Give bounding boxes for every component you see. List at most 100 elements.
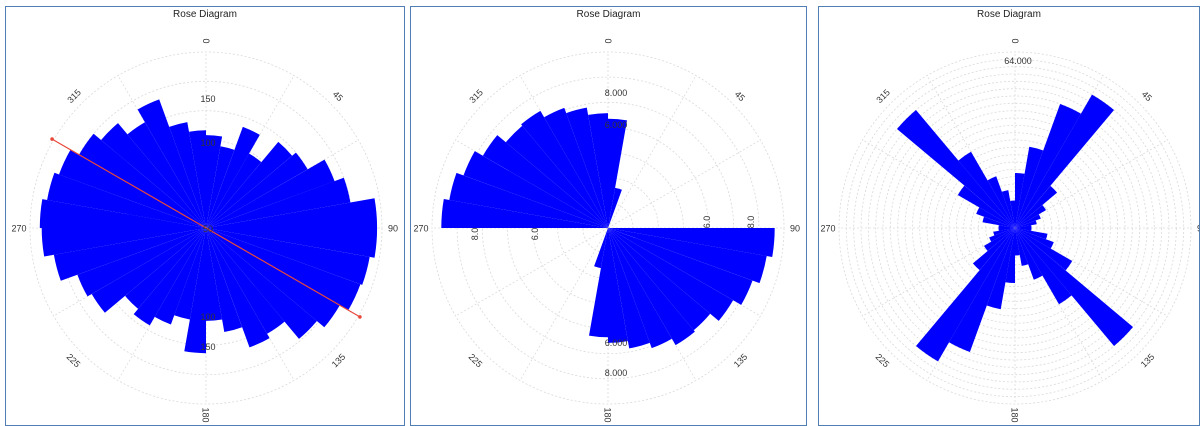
angle-label: 180 — [201, 407, 211, 422]
rose-bar — [206, 228, 270, 348]
chart-title: Rose Diagram — [173, 9, 237, 20]
rose-bar — [206, 228, 370, 285]
rose-panel-3: Rose Diagram 0 45 90 135 180 225 270 315 64.000 — [818, 6, 1200, 426]
rose-bar — [206, 198, 378, 228]
radial-tick-label: 8.000 — [605, 88, 628, 98]
rose-bar — [463, 151, 608, 228]
rose-bar — [998, 228, 1015, 231]
angle-label: 90 — [790, 224, 800, 234]
rose-bar — [1015, 228, 1072, 305]
angle-label: 270 — [413, 224, 428, 234]
rose-bar — [59, 149, 206, 228]
rose-bar — [608, 228, 628, 343]
rose-bar — [608, 228, 695, 346]
rose-bar — [206, 228, 285, 334]
rose-bar — [1015, 228, 1054, 249]
rose-bar — [505, 125, 608, 228]
rose-bar — [1015, 228, 1073, 271]
rose-bar — [566, 107, 608, 228]
rose-bar — [1015, 172, 1025, 228]
rose-bar — [984, 228, 1015, 251]
radial-tick-label: 6.000 — [605, 338, 628, 348]
grid-ring — [911, 124, 1119, 332]
rose-bar — [206, 141, 293, 228]
rose-bar — [206, 228, 243, 332]
rose-bar — [206, 126, 260, 228]
rose-bar — [958, 151, 1015, 228]
angle-label: 90 — [1197, 224, 1199, 234]
radial-tick-label: 8.0 — [746, 216, 756, 229]
angle-label: 135 — [1139, 352, 1157, 370]
rose-bar — [521, 110, 608, 228]
rose-bar — [916, 228, 1015, 362]
rose-bar — [449, 172, 608, 228]
grid-spoke — [205, 139, 359, 229]
rose-bar — [127, 122, 206, 228]
radial-tick-label: 6.000 — [605, 120, 628, 130]
angle-label: 45 — [331, 89, 345, 103]
rose-bar — [1015, 205, 1046, 228]
grid-spoke — [607, 75, 697, 229]
rose-bar — [206, 177, 351, 228]
rose-bar — [53, 228, 207, 281]
rose-bar — [1010, 200, 1015, 228]
rose-bar — [1015, 104, 1081, 228]
angle-label: 225 — [467, 352, 485, 370]
radial-tick-label: 150 — [200, 342, 215, 352]
radial-tick-label: 150 — [200, 94, 215, 104]
rose-bar — [206, 228, 317, 339]
rose-bar — [206, 228, 378, 258]
angle-label: 315 — [65, 87, 83, 105]
rose-bar — [594, 228, 608, 269]
rose-bar — [608, 118, 627, 228]
angle-label: 225 — [65, 352, 83, 370]
rose-bar — [1015, 225, 1032, 228]
rose-bar — [982, 216, 1015, 228]
rose-bar — [989, 228, 1015, 242]
rose-bar — [189, 130, 206, 228]
rose-bar — [206, 228, 223, 321]
rose-bar — [1001, 190, 1015, 228]
rose-bar — [1015, 228, 1029, 266]
angle-label: 0 — [202, 38, 212, 43]
rose-bar — [589, 228, 608, 338]
grid-ring — [867, 80, 1163, 376]
grid-spoke — [607, 139, 761, 229]
rose-bar — [957, 185, 1015, 228]
angle-label: 180 — [603, 407, 613, 422]
angle-label: 225 — [874, 352, 892, 370]
rose-bar — [154, 228, 206, 325]
rose-bar — [169, 122, 206, 228]
rose-bar — [174, 228, 206, 320]
rose-bar — [987, 176, 1015, 228]
rose-bar — [206, 146, 235, 228]
angle-label: 45 — [733, 89, 747, 103]
grid-ring — [919, 132, 1111, 324]
radial-tick-label: 50 — [203, 224, 213, 234]
rose-bar — [206, 228, 361, 311]
angle-label: 135 — [732, 352, 750, 370]
grid-spoke — [607, 227, 761, 317]
line-end-marker — [358, 315, 362, 319]
angle-label: 45 — [1140, 89, 1154, 103]
rose-panel-2: Rose Diagram 0 45 90 135 180 225 270 315 8.000 6.… — [410, 6, 807, 426]
rose-bar — [986, 228, 1015, 310]
rose-bar — [1015, 185, 1058, 228]
rose-bar — [608, 228, 711, 331]
grid-ring — [29, 51, 383, 405]
rose-bar — [608, 187, 622, 228]
rose-bar — [976, 207, 1015, 228]
grid-ring — [838, 51, 1192, 405]
rose-bar — [608, 228, 734, 321]
rose-bar — [101, 123, 206, 228]
rose-bar — [206, 153, 262, 228]
grid-spoke — [117, 75, 207, 229]
rose-bar — [41, 228, 207, 257]
angle-label: 135 — [330, 352, 348, 370]
rose-bar — [184, 228, 206, 354]
rose-bar — [1015, 94, 1114, 228]
grid-ring — [875, 88, 1155, 368]
grid-spoke — [519, 227, 609, 381]
rose-bar — [1015, 214, 1041, 228]
rose-chart-3: 0 45 90 135 180 225 270 315 64.000 — [820, 38, 1199, 422]
